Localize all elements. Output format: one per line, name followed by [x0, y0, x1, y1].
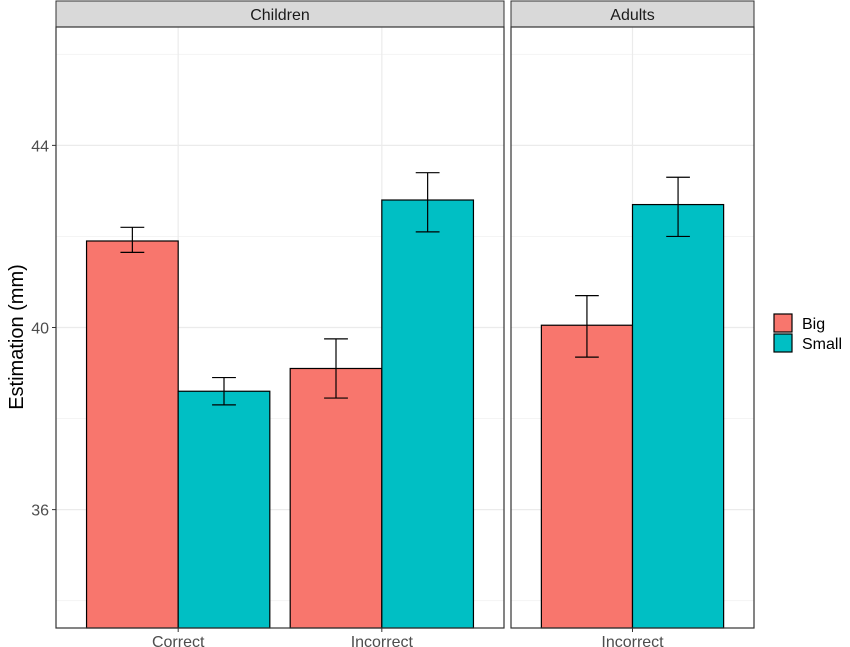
legend-key-small — [773, 333, 793, 353]
facet-strip — [55, 0, 505, 28]
legend-label-small: Small — [802, 336, 842, 353]
bar-small-incorrect — [631, 203, 725, 629]
x-tick-label: Correct — [152, 634, 205, 647]
y-tick-label: 44 — [31, 138, 49, 155]
facet-panel-children: Children Correct Incorrect — [55, 0, 505, 647]
bar-big-correct — [85, 240, 179, 629]
legend: Big Small — [773, 313, 842, 353]
facet-panels: Children Correct Incorrect Adults Incorrect — [55, 0, 755, 647]
panel-border — [510, 26, 755, 629]
bar-big-incorrect — [289, 367, 383, 629]
bar-small-correct — [177, 390, 271, 629]
bar-big-incorrect — [540, 324, 634, 629]
facet-strip-label: Adults — [610, 7, 654, 24]
x-tick-label: Incorrect — [601, 634, 664, 647]
y-tick-label: 40 — [31, 321, 49, 338]
facet-panel-adults: Adults Incorrect — [510, 0, 755, 647]
legend-key-big — [773, 313, 793, 333]
y-axis: 36 40 44 — [31, 138, 56, 520]
x-tick-label: Incorrect — [351, 634, 414, 647]
y-tick-label: 36 — [31, 503, 49, 520]
facet-strip — [510, 0, 755, 28]
y-axis-label: Estimation (mm) — [6, 264, 28, 410]
bar-small-incorrect — [381, 199, 475, 629]
facet-strip-label: Children — [250, 7, 310, 24]
legend-label-big: Big — [802, 316, 825, 333]
